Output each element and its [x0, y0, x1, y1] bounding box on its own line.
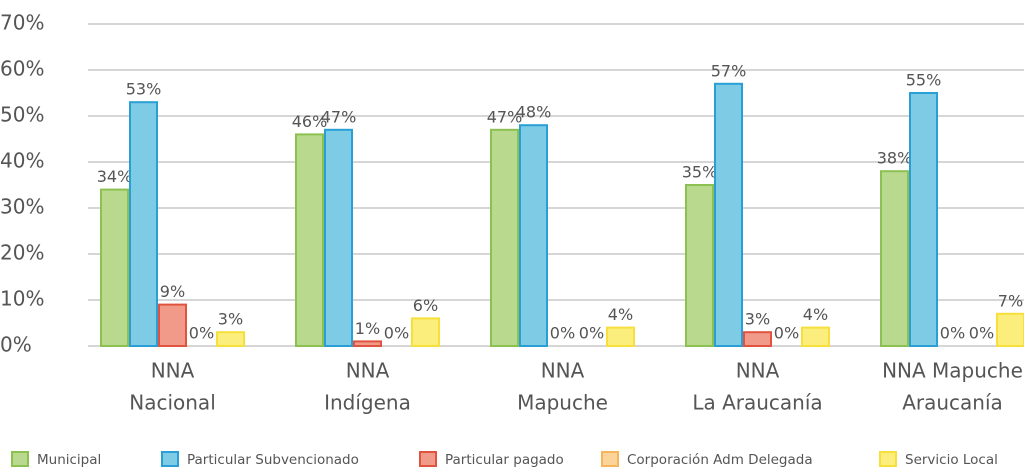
value-label: 34% — [97, 167, 133, 186]
x-tick-label: Mapuche — [517, 391, 608, 415]
value-label: 47% — [487, 107, 523, 126]
x-tick-label: NNA — [151, 359, 195, 383]
bar — [411, 317, 440, 347]
bar — [295, 133, 324, 347]
y-tick-label: 30% — [0, 195, 44, 219]
x-tick-label: NNA — [346, 359, 390, 383]
legend-swatch — [161, 451, 179, 467]
value-label: 38% — [877, 149, 913, 168]
x-tick-label: Indígena — [324, 391, 411, 415]
bar — [129, 101, 158, 347]
value-label: 6% — [413, 296, 438, 315]
legend-label: Servicio Local — [905, 452, 998, 468]
bar — [490, 128, 519, 347]
value-label: 35% — [682, 163, 718, 182]
bar — [880, 170, 909, 347]
value-label: 0% — [550, 324, 575, 343]
y-tick-label: 0% — [0, 333, 32, 357]
x-tick-label: NNA Mapuche — [882, 359, 1023, 383]
value-label: 47% — [321, 107, 357, 126]
value-label: 0% — [774, 324, 799, 343]
x-tick-label: Nacional — [129, 391, 216, 415]
bar — [353, 340, 382, 347]
legend-swatch — [419, 451, 437, 467]
x-tick-label: NNA — [541, 359, 585, 383]
legend-swatch — [601, 451, 619, 467]
value-label: 48% — [516, 103, 552, 122]
bar — [158, 303, 187, 348]
y-tick-label: 40% — [0, 149, 44, 173]
bar — [324, 128, 353, 347]
legend-label: Corporación Adm Delegada — [627, 452, 813, 468]
bar — [216, 331, 245, 348]
y-tick-label: 70% — [0, 11, 44, 35]
bar — [606, 326, 635, 348]
y-tick-label: 50% — [0, 103, 44, 127]
bar — [100, 188, 129, 347]
y-tick-label: 60% — [0, 57, 44, 81]
legend-swatch — [879, 451, 897, 467]
value-label: 57% — [711, 61, 747, 80]
value-label: 0% — [189, 324, 214, 343]
value-label: 0% — [579, 324, 604, 343]
value-label: 55% — [906, 71, 942, 90]
value-label: 46% — [292, 112, 328, 131]
value-label: 0% — [969, 324, 994, 343]
bar — [743, 331, 772, 348]
value-label: 4% — [803, 305, 828, 324]
value-label: 0% — [384, 324, 409, 343]
legend-label: Municipal — [37, 452, 101, 468]
x-tick-label: Araucanía — [902, 391, 1003, 415]
x-tick-label: La Araucanía — [692, 391, 822, 415]
value-label: 3% — [745, 310, 770, 329]
bar — [519, 124, 548, 347]
value-label: 4% — [608, 305, 633, 324]
value-label: 53% — [126, 80, 162, 99]
value-label: 9% — [160, 282, 185, 301]
y-tick-label: 10% — [0, 287, 44, 311]
y-tick-label: 20% — [0, 241, 44, 265]
legend-label: Particular Subvencionado — [187, 452, 359, 468]
legend-label: Particular pagado — [445, 452, 564, 468]
value-label: 0% — [940, 324, 965, 343]
value-label: 1% — [355, 319, 380, 338]
value-label: 3% — [218, 310, 243, 329]
x-tick-label: NNA — [736, 359, 780, 383]
bar — [996, 312, 1024, 347]
bar — [714, 82, 743, 348]
bar — [685, 184, 714, 347]
legend-swatch — [11, 451, 29, 467]
value-label: 7% — [998, 291, 1023, 310]
bar — [801, 326, 830, 348]
bar — [909, 92, 938, 347]
